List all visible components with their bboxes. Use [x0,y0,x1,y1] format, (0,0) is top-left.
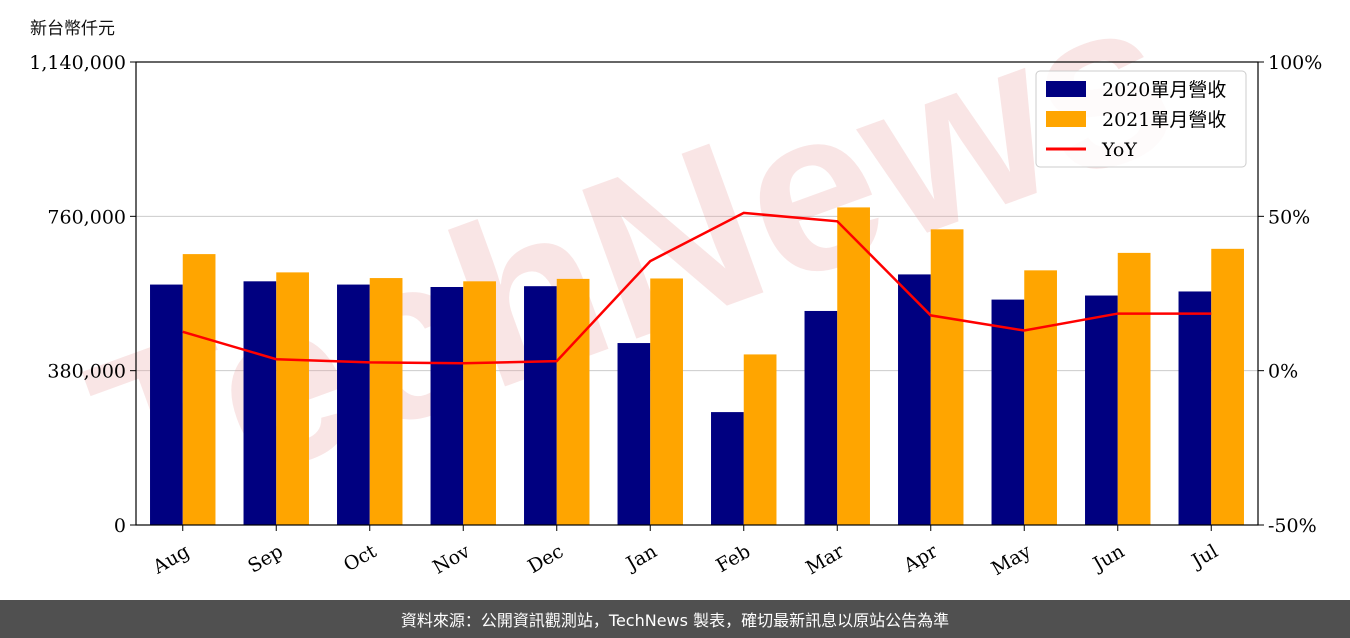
yoy-line-layer [182,211,1212,365]
bar-2020-jul [1178,291,1212,525]
x-tick-label: Jan [621,540,661,576]
revenue-chart: TechNews 0380,000760,0001,140,000-50%0%5… [29,0,1322,580]
legend-label: 2020單月營收 [1102,79,1226,101]
bar-2021-sep [276,272,309,525]
yoy-line [182,211,1212,365]
bar-2021-dec [556,278,590,525]
bar-2021-nov [463,281,496,525]
bar-2021-apr [930,229,964,525]
y-left-tick-label: 0 [114,515,126,537]
bar-2020-aug [150,284,183,525]
x-tick-label: Jun [1088,540,1129,576]
bar-2021-oct [369,278,403,525]
legend-swatch [1046,81,1086,97]
grid-lines [136,215,1258,372]
x-tick-label: Sep [244,540,287,577]
x-tick-label: Mar [802,540,848,579]
y-axis-unit-label: 新台幣仟元 [30,19,115,39]
x-tick-label: Dec [524,540,567,578]
plot-frame [135,61,1259,526]
x-tick-label: Feb [712,540,754,577]
bar-2021-jul [1211,248,1244,525]
bar-2020-sep [243,281,277,525]
bar-2021-mar [837,207,870,525]
y-right-tick-label: -50% [1268,515,1317,537]
bar-2020-mar [804,310,838,525]
y-right-tick-label: 0% [1268,361,1298,383]
bars [150,207,1244,526]
legend: 2020單月營收 2021單月營收 YoY [1035,70,1247,168]
x-tick-label: Apr [899,540,942,577]
legend-label: YoY [1101,139,1137,161]
bar-2021-aug [182,254,216,526]
bar-2021-jan [650,278,683,525]
y-left-tick-label: 380,000 [47,361,126,383]
x-tick-label: May [988,540,1035,580]
legend-label: 2021單月營收 [1102,109,1226,131]
source-footer: 資料來源：公開資訊觀測站，TechNews 製表，確切最新訊息以原站公告為準 [0,600,1350,638]
y-left-tick-label: 760,000 [47,206,126,228]
bar-2020-nov [430,287,464,525]
y-left-tick-label: 1,140,000 [29,52,126,74]
bar-2021-feb [743,354,777,525]
bar-2021-may [1024,270,1057,525]
y-right-tick-label: 100% [1268,52,1322,74]
bar-2020-feb [711,412,744,525]
x-tick-label: Jul [1187,540,1222,573]
x-tick-label: Nov [429,540,474,579]
bar-2020-apr [898,274,931,525]
bar-2021-jun [1117,252,1151,525]
legend-box [1035,70,1247,168]
legend-swatch [1046,111,1086,127]
bar-2020-jun [1085,295,1118,525]
bar-2020-may [991,299,1025,525]
y-right-tick-label: 50% [1268,206,1310,228]
bar-2020-dec [524,286,557,525]
x-tick-label: Oct [340,540,381,576]
bar-2020-jan [617,343,651,525]
bar-2020-oct [337,284,370,525]
